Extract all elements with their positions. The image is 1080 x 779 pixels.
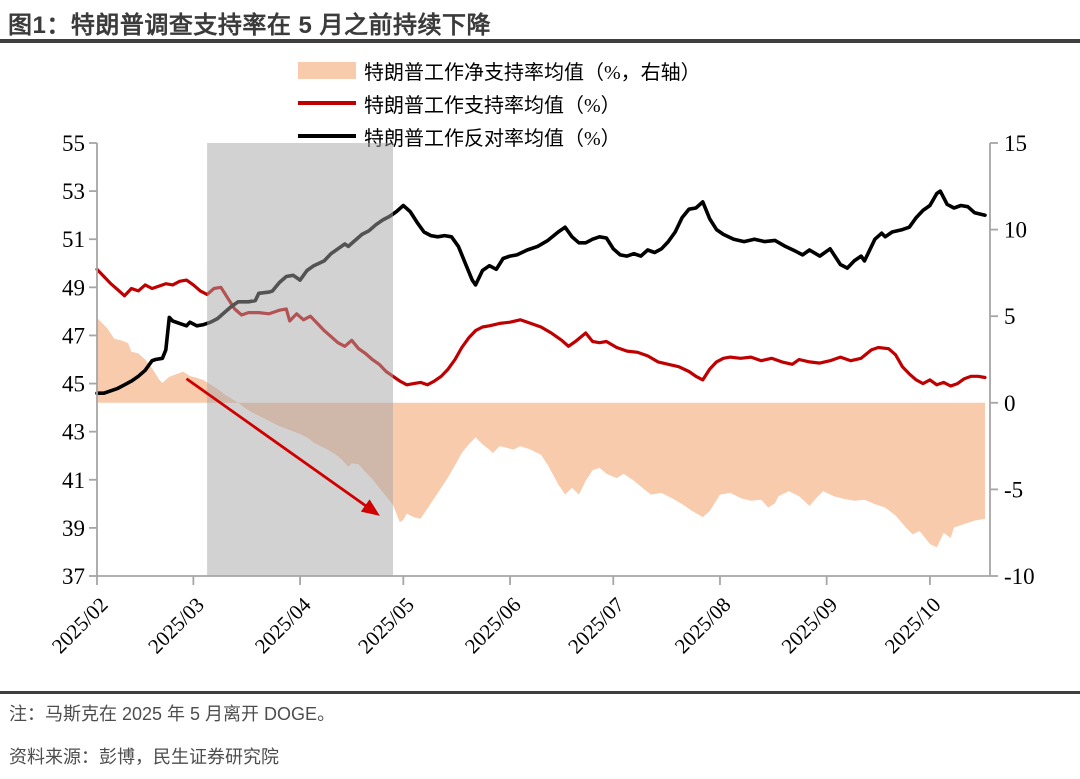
legend-label-net: 特朗普工作净支持率均值（%，右轴） bbox=[364, 61, 701, 84]
legend-item-net: 特朗普工作净支持率均值（%，右轴） bbox=[298, 58, 701, 84]
svg-text:53: 53 bbox=[62, 179, 85, 204]
svg-text:2025/04: 2025/04 bbox=[250, 592, 316, 658]
svg-text:10: 10 bbox=[1004, 218, 1027, 243]
chart-note: 注：马斯克在 2025 年 5 月离开 DOGE。 bbox=[9, 704, 336, 724]
chart-legend: 特朗普工作净支持率均值（%，右轴） 特朗普工作支持率均值（%） 特朗普工作反对率… bbox=[298, 58, 701, 150]
svg-text:2025/10: 2025/10 bbox=[880, 593, 946, 659]
svg-text:49: 49 bbox=[62, 275, 85, 300]
title-underline bbox=[0, 39, 1080, 43]
svg-text:47: 47 bbox=[62, 323, 85, 348]
svg-text:37: 37 bbox=[62, 564, 85, 589]
section-divider bbox=[0, 691, 1080, 694]
svg-text:2025/03: 2025/03 bbox=[143, 593, 209, 659]
svg-text:45: 45 bbox=[62, 372, 85, 397]
chart-source: 资料来源：彭博，民生证券研究院 bbox=[9, 747, 279, 767]
svg-text:-5: -5 bbox=[1004, 477, 1023, 502]
legend-label-approve: 特朗普工作支持率均值（%） bbox=[364, 94, 621, 117]
svg-text:2025/07: 2025/07 bbox=[563, 593, 629, 659]
svg-text:39: 39 bbox=[62, 516, 85, 541]
svg-text:51: 51 bbox=[62, 227, 85, 252]
svg-text:2025/02: 2025/02 bbox=[47, 593, 113, 659]
svg-text:2025/06: 2025/06 bbox=[460, 593, 526, 659]
legend-item-approve: 特朗普工作支持率均值（%） bbox=[298, 91, 701, 117]
svg-text:5: 5 bbox=[1004, 304, 1016, 329]
disapprove-line-swatch bbox=[298, 134, 356, 138]
svg-text:2025/08: 2025/08 bbox=[670, 593, 736, 659]
svg-text:55: 55 bbox=[62, 131, 85, 156]
svg-text:41: 41 bbox=[62, 468, 85, 493]
approve-line-swatch bbox=[298, 101, 356, 105]
svg-text:0: 0 bbox=[1004, 391, 1016, 416]
legend-item-disapprove: 特朗普工作反对率均值（%） bbox=[298, 124, 701, 150]
svg-text:2025/05: 2025/05 bbox=[353, 593, 419, 659]
svg-text:2025/09: 2025/09 bbox=[777, 593, 843, 659]
legend-label-disapprove: 特朗普工作反对率均值（%） bbox=[364, 127, 621, 150]
svg-text:-10: -10 bbox=[1004, 564, 1035, 589]
svg-text:15: 15 bbox=[1004, 131, 1027, 156]
figure-title: 图1：特朗普调查支持率在 5 月之前持续下降 bbox=[8, 12, 492, 39]
svg-text:43: 43 bbox=[62, 420, 85, 445]
net-area-swatch bbox=[298, 61, 356, 79]
